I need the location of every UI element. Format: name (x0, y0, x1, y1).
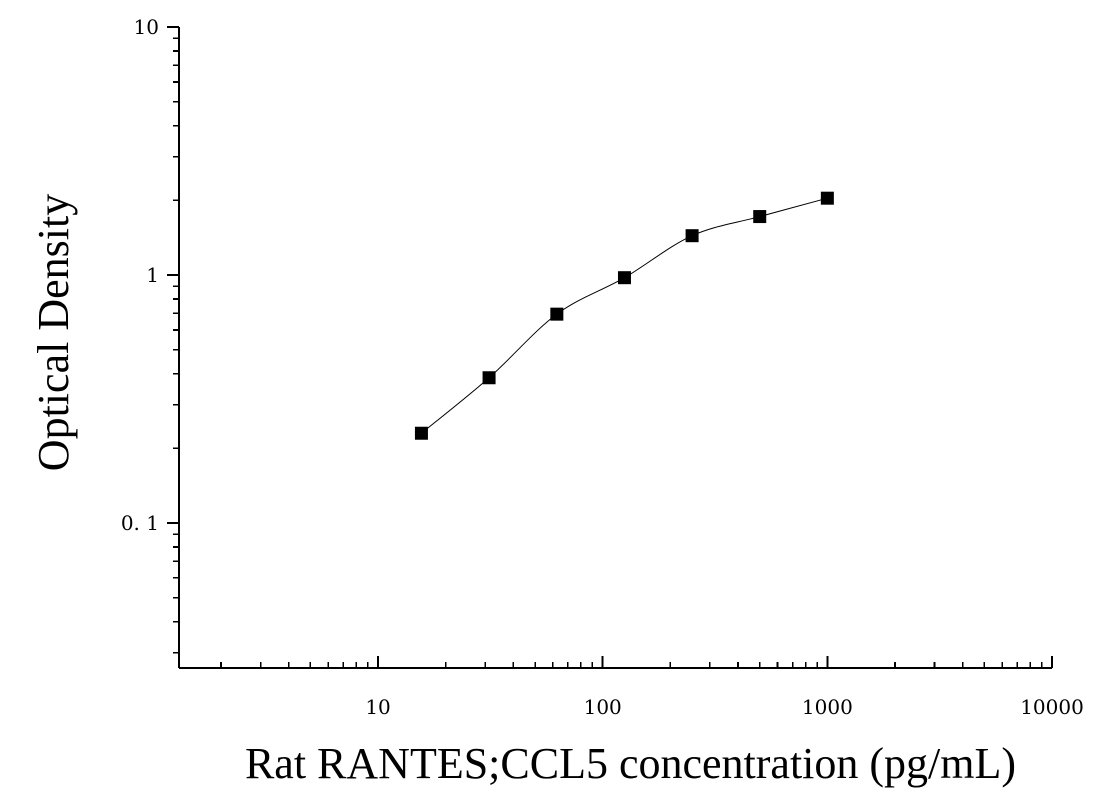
x-tick-label: 10000 (1020, 695, 1084, 719)
x-axis-title: Rat RANTES;CCL5 concentration (pg/mL) (245, 739, 1016, 788)
x-tick-label: 10 (365, 695, 390, 719)
x-tick-label: 1000 (802, 695, 853, 719)
data-point (482, 371, 496, 385)
y-tick-label: 0. 1 (121, 511, 159, 535)
y-axis-title: Optical Density (29, 194, 78, 471)
tick-labels: 10 100 1000 10000 0. 1 1 10 (121, 15, 1084, 719)
data-point (414, 426, 428, 440)
y-tick-label: 1 (146, 263, 159, 287)
data-point (753, 210, 767, 224)
data-point (820, 191, 834, 205)
data-points (414, 191, 834, 440)
y-tick-label: 10 (134, 15, 159, 39)
fit-curve (421, 197, 828, 434)
data-point (617, 271, 631, 285)
major-ticks (167, 26, 1053, 668)
data-point (685, 229, 699, 243)
data-point (550, 307, 564, 321)
x-tick-label: 100 (584, 695, 622, 719)
minor-ticks (173, 37, 1043, 668)
